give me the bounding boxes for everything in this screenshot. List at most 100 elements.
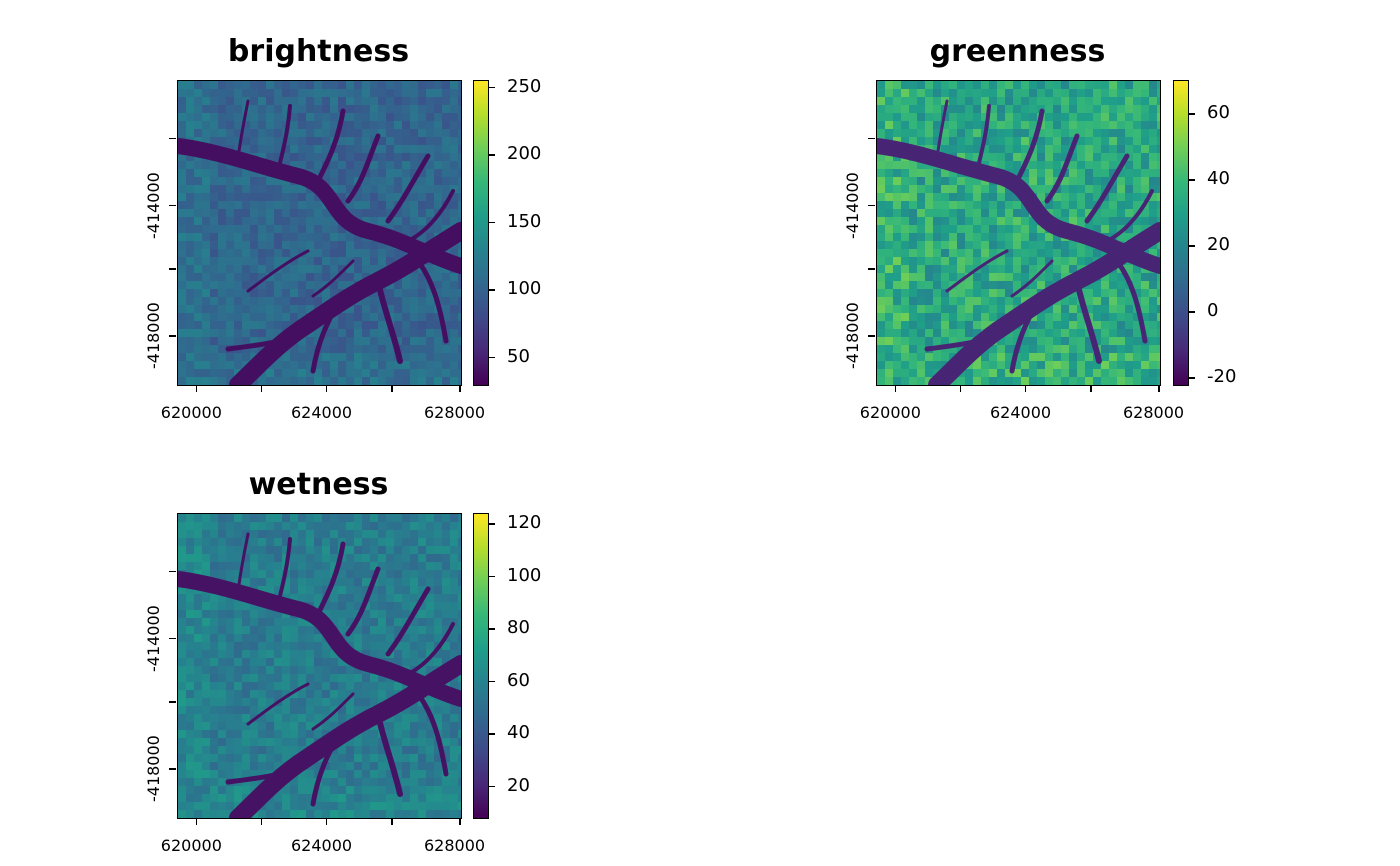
raster-cell — [965, 305, 973, 313]
raster-cell — [1061, 313, 1069, 321]
raster-cell — [218, 113, 226, 121]
raster-cell — [290, 273, 298, 281]
raster-cell — [1149, 209, 1157, 217]
raster-cell — [458, 353, 461, 361]
raster-cell — [186, 233, 194, 241]
raster-cell — [426, 369, 434, 377]
raster-cell — [909, 361, 917, 369]
raster-cell — [378, 642, 386, 650]
raster-cell — [450, 770, 458, 778]
raster-cell — [282, 185, 290, 193]
raster-cell — [394, 289, 402, 297]
raster-cell — [202, 658, 210, 666]
raster-cell — [306, 257, 314, 265]
raster-cell — [1053, 129, 1061, 137]
raster-cell — [274, 554, 282, 562]
raster-cell — [306, 570, 314, 578]
raster-cell — [450, 137, 458, 145]
raster-cell — [1077, 305, 1085, 313]
raster-cell — [378, 794, 386, 802]
raster-cell — [450, 530, 458, 538]
raster-cell — [218, 217, 226, 225]
raster-cell — [1157, 121, 1160, 129]
raster-cell — [1117, 105, 1125, 113]
raster-cell — [949, 289, 957, 297]
raster-cell — [202, 706, 210, 714]
raster-cell — [218, 353, 226, 361]
raster-cell — [949, 297, 957, 305]
raster-cell — [378, 610, 386, 618]
y-axis-tick-label: -418000 — [843, 302, 862, 370]
raster-cell — [1093, 153, 1101, 161]
raster-cell — [1061, 257, 1069, 265]
raster-cell — [450, 554, 458, 562]
raster-cell — [386, 113, 394, 121]
raster-cell — [394, 185, 402, 193]
raster-cell — [1045, 377, 1053, 385]
raster-cell — [941, 329, 949, 337]
raster-cell — [1005, 289, 1013, 297]
raster-cell — [1077, 249, 1085, 257]
raster-cell — [885, 249, 893, 257]
raster-cell — [226, 289, 234, 297]
raster-cell — [941, 297, 949, 305]
raster-cell — [442, 618, 450, 626]
raster-cell — [234, 209, 242, 217]
raster-cell — [290, 546, 298, 554]
raster-cell — [370, 738, 378, 746]
raster-cell — [1029, 377, 1037, 385]
raster-cell — [885, 129, 893, 137]
raster-cell — [394, 97, 402, 105]
raster-cell — [1077, 153, 1085, 161]
raster-cell — [909, 217, 917, 225]
raster-cell — [402, 738, 410, 746]
raster-cell — [1005, 97, 1013, 105]
raster-cell — [210, 706, 218, 714]
raster-cell — [274, 810, 282, 818]
raster-cell — [426, 345, 434, 353]
raster-cell — [434, 778, 442, 786]
raster-cell — [386, 778, 394, 786]
raster-cell — [1069, 185, 1077, 193]
raster-cell — [194, 193, 202, 201]
raster-cell — [178, 778, 186, 786]
river-channel — [1074, 278, 1102, 364]
raster-cell — [274, 530, 282, 538]
raster-cell — [973, 281, 981, 289]
raster-cell — [1117, 81, 1125, 89]
raster-cell — [258, 778, 266, 786]
raster-cell — [378, 618, 386, 626]
raster-cell — [941, 305, 949, 313]
raster-cell — [1141, 129, 1149, 137]
raster-cell — [314, 105, 322, 113]
raster-cell — [354, 273, 362, 281]
raster-cell — [338, 185, 346, 193]
raster-cell — [410, 706, 418, 714]
raster-cell — [1021, 225, 1029, 233]
raster-cell — [250, 570, 258, 578]
raster-cell — [250, 265, 258, 273]
raster-cell — [362, 257, 370, 265]
raster-cell — [210, 257, 218, 265]
raster-cell — [973, 305, 981, 313]
raster-cell — [394, 650, 402, 658]
raster-cell — [917, 217, 925, 225]
raster-cell — [1077, 217, 1085, 225]
raster-cell — [306, 305, 314, 313]
raster-cell — [274, 289, 282, 297]
raster-cell — [186, 321, 194, 329]
raster-cell — [418, 650, 426, 658]
raster-cell — [394, 169, 402, 177]
raster-cell — [1021, 137, 1029, 145]
raster-cell — [314, 81, 322, 89]
raster-cell — [266, 586, 274, 594]
raster-cell — [901, 329, 909, 337]
raster-cell — [234, 233, 242, 241]
raster-cell — [1053, 337, 1061, 345]
raster-cell — [194, 778, 202, 786]
raster-cell — [386, 201, 394, 209]
raster-cell — [250, 313, 258, 321]
raster-cell — [298, 305, 306, 313]
raster-cell — [218, 185, 226, 193]
raster-cell — [258, 618, 266, 626]
